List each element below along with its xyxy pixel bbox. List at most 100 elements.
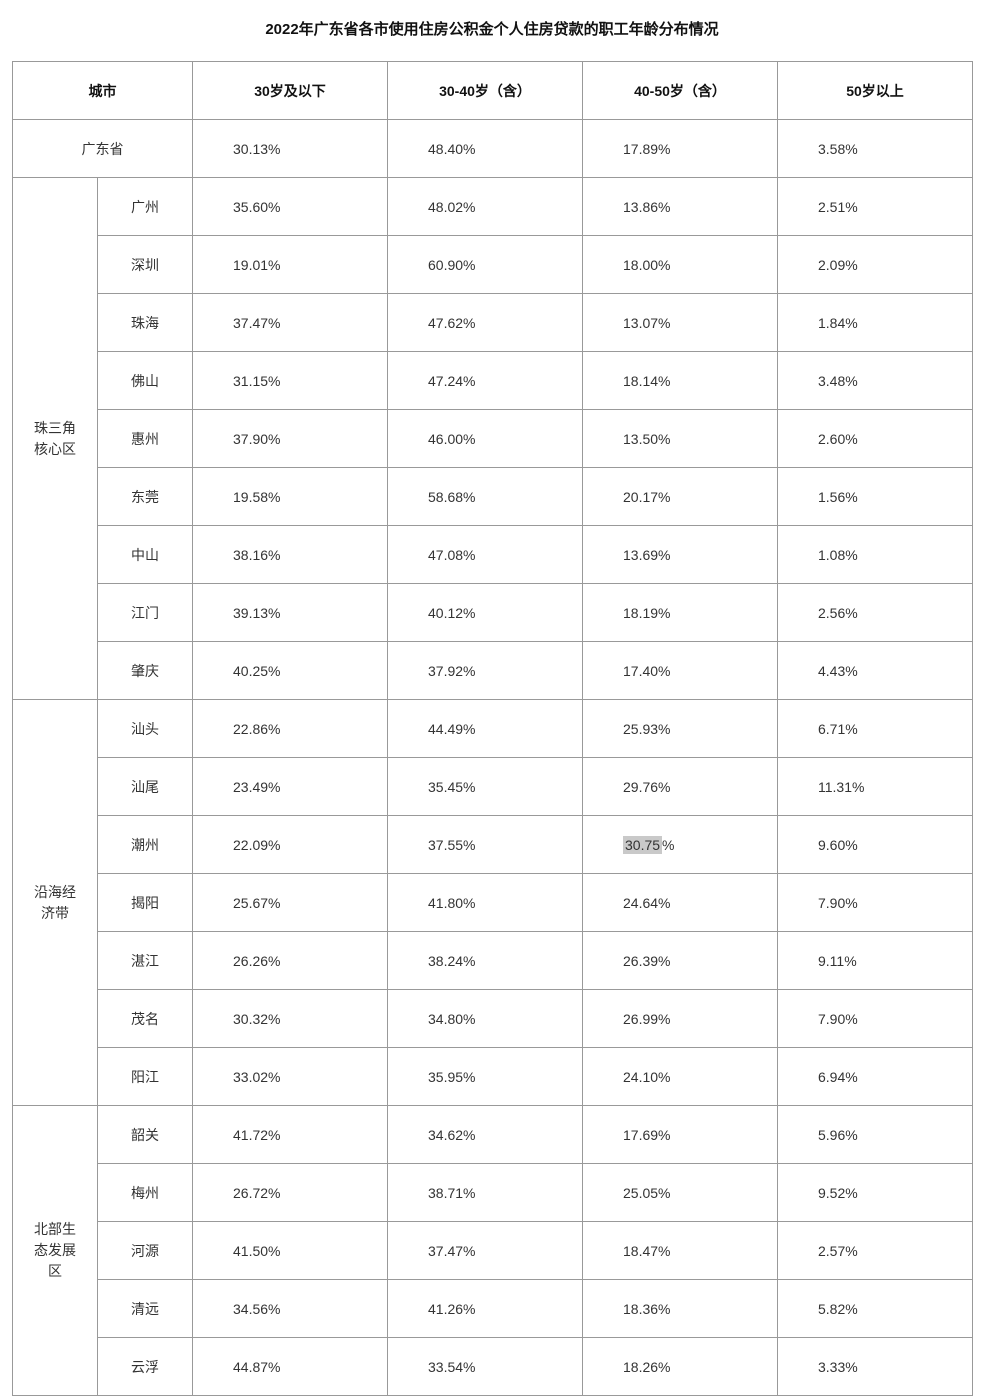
value-cell: 6.71% [778,700,973,758]
value-cell: 48.40% [388,120,583,178]
region-name-cell: 沿海经济带 [13,700,98,1106]
value-cell: 46.00% [388,410,583,468]
value-cell: 13.86% [583,178,778,236]
value-cell: 47.24% [388,352,583,410]
value-cell: 26.26% [193,932,388,990]
value-cell: 18.00% [583,236,778,294]
table-row: 揭阳25.67%41.80%24.64%7.90% [13,874,973,932]
table-row: 潮州22.09%37.55%30.75%9.60% [13,816,973,874]
value-cell: 47.62% [388,294,583,352]
value-cell: 37.55% [388,816,583,874]
value-cell: 24.10% [583,1048,778,1106]
value-cell: 9.11% [778,932,973,990]
table-row: 江门39.13%40.12%18.19%2.56% [13,584,973,642]
value-cell: 22.09% [193,816,388,874]
table-row: 佛山31.15%47.24%18.14%3.48% [13,352,973,410]
city-name-cell: 江门 [98,584,193,642]
value-cell: 17.69% [583,1106,778,1164]
value-cell: 18.47% [583,1222,778,1280]
value-cell: 37.47% [388,1222,583,1280]
value-cell: 20.17% [583,468,778,526]
value-cell: 6.94% [778,1048,973,1106]
header-city: 城市 [13,62,193,120]
table-row: 珠三角核心区广州35.60%48.02%13.86%2.51% [13,178,973,236]
table-row: 河源41.50%37.47%18.47%2.57% [13,1222,973,1280]
value-cell: 38.24% [388,932,583,990]
city-name-cell: 河源 [98,1222,193,1280]
city-name-cell: 东莞 [98,468,193,526]
table-header-row: 城市 30岁及以下 30-40岁（含） 40-50岁（含） 50岁以上 [13,62,973,120]
value-cell: 25.05% [583,1164,778,1222]
value-cell: 33.02% [193,1048,388,1106]
table-row: 梅州26.72%38.71%25.05%9.52% [13,1164,973,1222]
table-row: 沿海经济带汕头22.86%44.49%25.93%6.71% [13,700,973,758]
value-cell: 34.56% [193,1280,388,1338]
value-cell: 38.16% [193,526,388,584]
table-row: 阳江33.02%35.95%24.10%6.94% [13,1048,973,1106]
value-cell: 1.08% [778,526,973,584]
value-cell: 35.95% [388,1048,583,1106]
value-cell: 41.72% [193,1106,388,1164]
region-name-cell: 北部生态发展区 [13,1106,98,1396]
header-age-3: 40-50岁（含） [583,62,778,120]
value-cell: 41.50% [193,1222,388,1280]
city-name-cell: 深圳 [98,236,193,294]
city-name-cell: 汕尾 [98,758,193,816]
value-cell: 25.67% [193,874,388,932]
table-row: 清远34.56%41.26%18.36%5.82% [13,1280,973,1338]
table-row: 北部生态发展区韶关41.72%34.62%17.69%5.96% [13,1106,973,1164]
value-cell: 39.13% [193,584,388,642]
city-name-cell: 惠州 [98,410,193,468]
value-cell: 35.60% [193,178,388,236]
city-name-cell: 阳江 [98,1048,193,1106]
value-cell: 13.50% [583,410,778,468]
value-cell: 29.76% [583,758,778,816]
city-name-cell: 肇庆 [98,642,193,700]
value-cell: 31.15% [193,352,388,410]
value-cell: 19.01% [193,236,388,294]
value-cell: 34.62% [388,1106,583,1164]
city-name-cell: 梅州 [98,1164,193,1222]
city-name-cell: 茂名 [98,990,193,1048]
value-cell: 41.80% [388,874,583,932]
value-cell: 2.56% [778,584,973,642]
value-cell: 7.90% [778,990,973,1048]
city-name-cell: 潮州 [98,816,193,874]
table-row: 深圳19.01%60.90%18.00%2.09% [13,236,973,294]
city-name-cell: 清远 [98,1280,193,1338]
value-cell: 18.19% [583,584,778,642]
city-name-cell: 汕头 [98,700,193,758]
value-cell: 1.84% [778,294,973,352]
value-cell: 7.90% [778,874,973,932]
city-name-cell: 中山 [98,526,193,584]
value-cell: 38.71% [388,1164,583,1222]
header-age-1: 30岁及以下 [193,62,388,120]
city-name-cell: 湛江 [98,932,193,990]
city-name-cell: 揭阳 [98,874,193,932]
city-name-cell: 韶关 [98,1106,193,1164]
highlighted-value: 30.75 [623,836,662,854]
value-cell: 35.45% [388,758,583,816]
value-cell: 26.39% [583,932,778,990]
value-cell: 25.93% [583,700,778,758]
value-cell: 37.92% [388,642,583,700]
province-name-cell: 广东省 [13,120,193,178]
value-cell: 19.58% [193,468,388,526]
value-cell: 44.49% [388,700,583,758]
value-cell: 47.08% [388,526,583,584]
value-cell: 37.47% [193,294,388,352]
page-title: 2022年广东省各市使用住房公积金个人住房贷款的职工年龄分布情况 [0,0,984,61]
value-cell: 40.25% [193,642,388,700]
table-row: 珠海37.47%47.62%13.07%1.84% [13,294,973,352]
value-cell: 60.90% [388,236,583,294]
value-cell: 58.68% [388,468,583,526]
value-cell: 3.58% [778,120,973,178]
value-cell: 9.60% [778,816,973,874]
value-cell: 3.48% [778,352,973,410]
table-row: 肇庆40.25%37.92%17.40%4.43% [13,642,973,700]
table-row: 茂名30.32%34.80%26.99%7.90% [13,990,973,1048]
value-cell: 5.82% [778,1280,973,1338]
value-cell: 26.99% [583,990,778,1048]
value-cell: 13.69% [583,526,778,584]
city-name-cell: 广州 [98,178,193,236]
